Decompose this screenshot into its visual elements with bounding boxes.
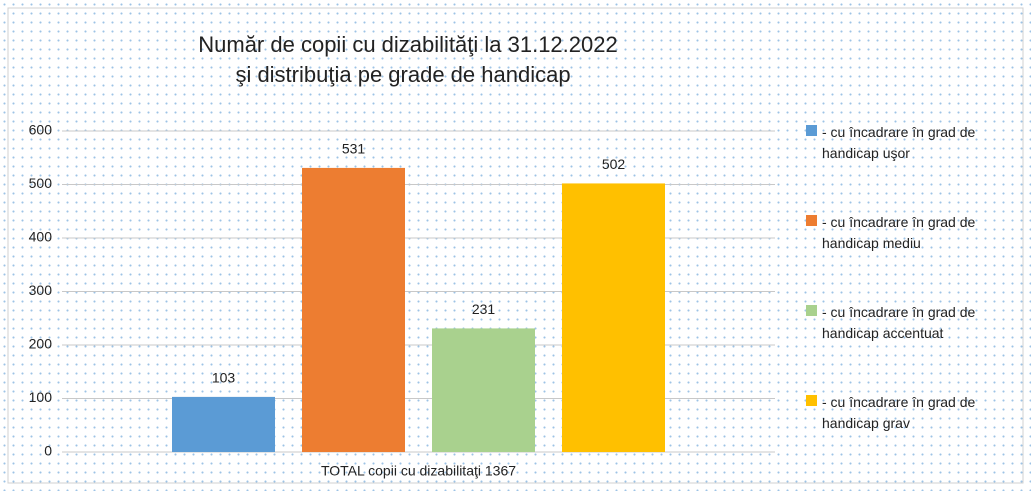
- y-tick-label: 100: [29, 389, 53, 405]
- bar: [172, 396, 275, 452]
- y-tick-label: 200: [29, 336, 53, 352]
- legend-label: - cu încadrare în grad de handicap mediu: [822, 214, 976, 251]
- legend-swatch: [806, 215, 817, 226]
- chart-border: [7, 7, 1024, 484]
- y-tick-label: 600: [29, 122, 53, 138]
- data-label: 531: [342, 141, 366, 157]
- data-label: 103: [212, 370, 236, 386]
- data-label: 231: [472, 301, 496, 317]
- chart-title: Număr de copii cu dizabilităţi la 31.12.…: [198, 32, 617, 57]
- legend-item: - cu încadrare în grad de handicap uşor: [806, 122, 1026, 212]
- legend: - cu încadrare în grad de handicap uşor -…: [806, 122, 1026, 482]
- legend-swatch: [806, 125, 817, 136]
- legend-item: - cu încadrare în grad de handicap grav: [806, 392, 1026, 482]
- legend-swatch: [806, 395, 817, 406]
- x-tick-label: TOTAL copii cu dizabilitaţi 1367: [321, 463, 516, 479]
- bar: [562, 183, 665, 452]
- legend-label: - cu încadrare în grad de handicap uşor: [822, 124, 976, 161]
- data-label: 502: [602, 156, 626, 172]
- bar: [432, 328, 535, 452]
- legend-label: - cu încadrare în grad de handicap accen…: [822, 304, 976, 341]
- legend-swatch: [806, 305, 817, 316]
- chart-title: şi distribuţia pe grade de handicap: [235, 62, 570, 87]
- y-tick-label: 0: [44, 443, 52, 459]
- y-tick-label: 500: [29, 175, 53, 191]
- legend-label: - cu încadrare în grad de handicap grav: [822, 394, 976, 431]
- legend-item: - cu încadrare în grad de handicap accen…: [806, 302, 1026, 392]
- bar: [302, 167, 405, 453]
- y-tick-label: 400: [29, 229, 53, 245]
- y-tick-label: 300: [29, 282, 53, 298]
- legend-item: - cu încadrare în grad de handicap mediu: [806, 212, 1026, 302]
